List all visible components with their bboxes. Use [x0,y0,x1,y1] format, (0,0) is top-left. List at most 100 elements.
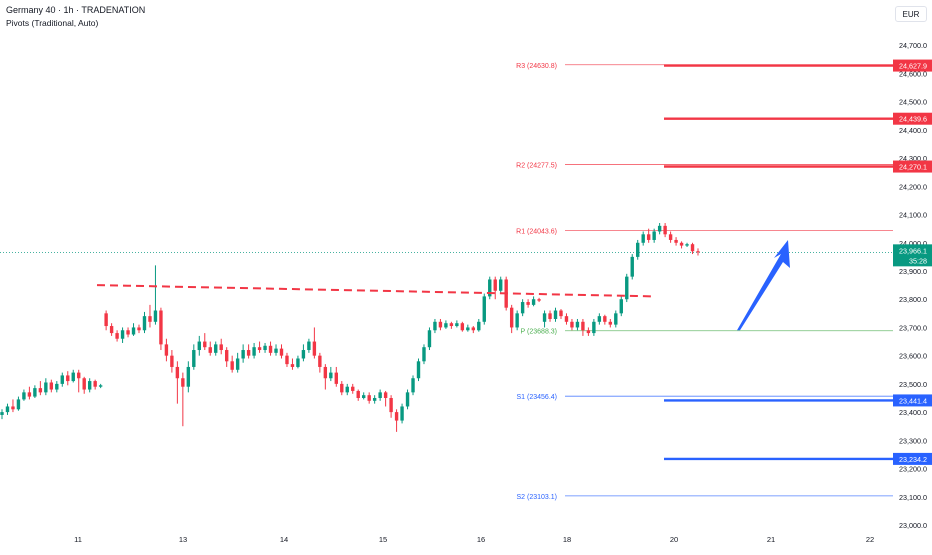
candle-body [126,330,130,335]
candle-body [668,234,673,240]
last-price-tag [893,244,932,267]
y-tick-label: 23,600.0 [899,352,927,361]
candle-body [586,330,591,334]
candle-body [548,313,552,319]
candle-body [592,321,596,334]
candle-body [482,296,486,322]
y-tick-label: 23,500.0 [899,380,927,389]
candle-body [208,347,212,353]
pivot-label: R2 (24277.5) [516,162,557,169]
x-tick-label: 16 [477,535,485,544]
candle-body [11,406,15,410]
candle-body [362,395,366,398]
candle-body [416,361,421,379]
candle-body [422,347,426,362]
candle-body [257,347,262,351]
y-tick-label: 24,600.0 [899,69,927,78]
candle-body [564,316,569,322]
level-price-label: 24,627.9 [899,62,927,71]
candle-body [646,234,651,240]
candle-body [153,310,158,322]
candle-body [38,388,43,393]
y-tick-label: 23,900.0 [899,267,927,276]
candle-body [60,375,64,384]
candle-body [427,330,432,348]
candle-body [542,313,547,322]
y-tick-label: 23,800.0 [899,295,927,304]
candle-body [33,388,37,397]
pivot-label: P (23688.3) [521,329,557,336]
candle-body [203,341,207,348]
candle-body [323,366,328,379]
candle-body [235,358,240,370]
candle-body [241,350,245,359]
candle-body [619,299,623,314]
candle-body [82,378,86,390]
candle-body [49,382,54,390]
candle-body [674,239,678,243]
candle-body [268,345,273,353]
pivot-label: S2 (23103.1) [517,494,557,501]
price-axis-labels: 23,000.0 23,100.0 23,200.0 23,300.0 23,400.0… [893,41,932,530]
candle-body [214,344,218,353]
candle-body [318,355,322,367]
pivot-label: S1 (23456.4) [517,394,557,401]
level-price-tag [893,394,932,407]
y-tick-label: 23,100.0 [899,493,927,502]
level-price-tag [893,112,932,125]
candle-body [405,392,410,407]
price-axis[interactable]: 23,000.0 23,100.0 23,200.0 23,300.0 23,400.0… [893,0,932,550]
y-tick-label: 23,200.0 [899,465,927,474]
y-tick-label: 23,000.0 [899,521,927,530]
candle-body [696,251,700,253]
candle-body [66,375,70,382]
price-chart[interactable]: R3 (24630.8) R2 (24277.5) R1 (24043.6) P (2… [0,0,893,530]
time-axis-labels: 11 13 14 15 16 18 20 21 22 [74,535,874,544]
x-tick-label: 20 [670,535,678,544]
candle-body [109,326,114,334]
x-tick-label: 21 [767,535,775,544]
y-tick-label: 23,400.0 [899,408,927,417]
candle-body [389,398,393,413]
candle-body [559,310,563,317]
candle-body [608,321,613,325]
candle-body [44,382,48,393]
x-tick-label: 11 [74,535,82,544]
candle-body [224,350,229,362]
candle-body [356,390,360,398]
candle-body [351,386,355,391]
level-price-label: 23,441.4 [899,396,927,405]
x-tick-label: 14 [280,535,288,544]
x-tick-label: 13 [179,535,187,544]
candle-body [131,327,136,335]
indicator-label[interactable]: Pivots (Traditional, Auto) [6,18,99,28]
level-price-tag [893,160,932,173]
candle-body [597,316,602,322]
candle-body [378,392,382,398]
candle-body [0,412,4,415]
time-axis[interactable]: 11 13 14 15 16 18 20 21 22 [0,530,893,550]
candle-body [367,395,371,401]
candle-body [274,348,278,353]
currency-badge[interactable]: EUR [895,6,927,22]
candle-body [120,330,125,339]
candle-body [55,383,59,390]
chart-area[interactable]: R3 (24630.8) R2 (24277.5) R1 (24043.6) P (2… [0,0,893,530]
candle-body [345,386,349,393]
candle-body [383,392,388,398]
candle-body [493,279,497,291]
candle-body [252,347,256,356]
candle-body [460,323,465,331]
candle-body [279,348,284,356]
y-tick-label: 24,100.0 [899,211,927,220]
candle-body [520,302,525,314]
symbol-title[interactable]: Germany 40 · 1h · TRADENATION [6,5,146,15]
candle-body [641,234,645,243]
candle-body [312,341,317,356]
candle-body [148,316,152,322]
candle-body [71,372,75,382]
candle-body [449,323,454,327]
candle-body [77,372,81,379]
candle-body [400,406,404,421]
y-tick-label: 24,000.0 [899,239,927,248]
